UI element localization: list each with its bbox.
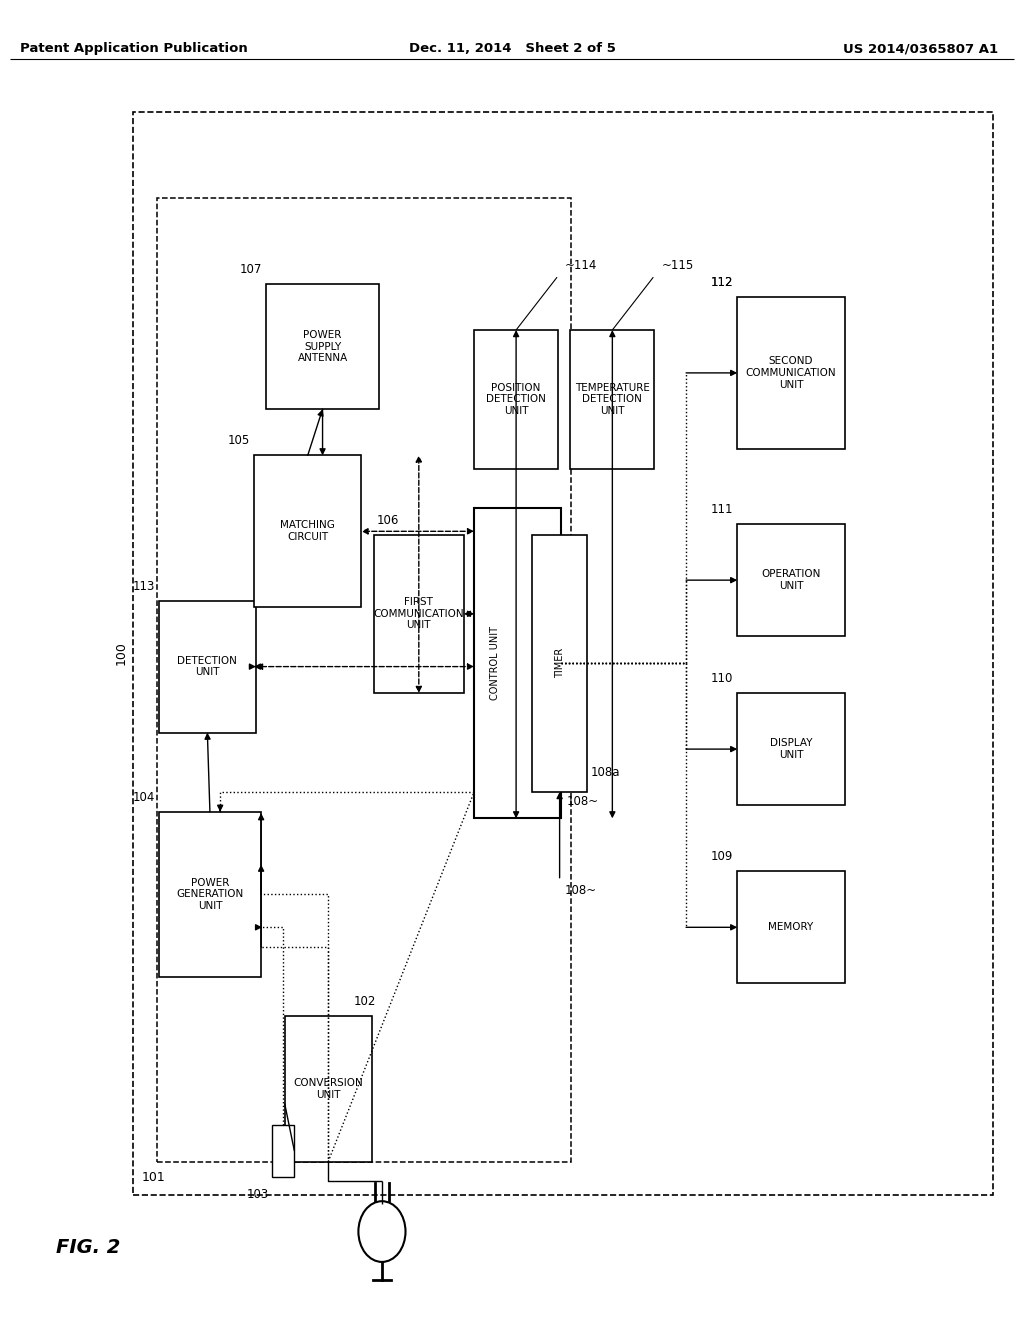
Text: MEMORY: MEMORY	[768, 923, 814, 932]
FancyBboxPatch shape	[474, 330, 558, 469]
FancyBboxPatch shape	[737, 524, 845, 636]
FancyBboxPatch shape	[266, 284, 379, 409]
Text: TEMPERATURE
DETECTION
UNIT: TEMPERATURE DETECTION UNIT	[574, 383, 650, 416]
FancyBboxPatch shape	[737, 693, 845, 805]
Text: 102: 102	[354, 995, 376, 1008]
FancyBboxPatch shape	[159, 601, 256, 733]
FancyBboxPatch shape	[272, 1125, 295, 1177]
Text: DETECTION
UNIT: DETECTION UNIT	[177, 656, 238, 677]
FancyBboxPatch shape	[285, 1016, 372, 1162]
Text: 112: 112	[711, 276, 733, 289]
Text: MATCHING
CIRCUIT: MATCHING CIRCUIT	[281, 520, 335, 543]
Text: ~114: ~114	[565, 259, 598, 272]
Text: 104: 104	[132, 791, 155, 804]
Text: 109: 109	[711, 850, 733, 863]
Text: 113: 113	[132, 579, 155, 593]
Text: DISPLAY
UNIT: DISPLAY UNIT	[770, 738, 812, 760]
FancyBboxPatch shape	[157, 198, 571, 1162]
Text: TIMER: TIMER	[555, 648, 564, 678]
Text: OPERATION
UNIT: OPERATION UNIT	[762, 569, 820, 591]
FancyBboxPatch shape	[254, 455, 361, 607]
FancyBboxPatch shape	[159, 812, 261, 977]
Text: US 2014/0365807 A1: US 2014/0365807 A1	[844, 42, 998, 55]
Text: POWER
GENERATION
UNIT: POWER GENERATION UNIT	[176, 878, 244, 911]
Text: ~115: ~115	[662, 259, 693, 272]
FancyBboxPatch shape	[133, 112, 993, 1195]
Text: 101: 101	[141, 1171, 165, 1184]
Text: 111: 111	[711, 503, 733, 516]
Text: 108a: 108a	[591, 766, 621, 779]
Text: 106: 106	[377, 513, 399, 527]
Text: POSITION
DETECTION
UNIT: POSITION DETECTION UNIT	[486, 383, 546, 416]
Text: 100: 100	[115, 642, 127, 665]
Text: 108~: 108~	[566, 795, 598, 808]
Text: Dec. 11, 2014   Sheet 2 of 5: Dec. 11, 2014 Sheet 2 of 5	[409, 42, 615, 55]
FancyBboxPatch shape	[737, 871, 845, 983]
Text: 107: 107	[240, 263, 262, 276]
Text: 108~: 108~	[565, 884, 597, 898]
FancyBboxPatch shape	[570, 330, 654, 469]
Text: 103: 103	[247, 1188, 268, 1201]
Text: 112: 112	[711, 276, 733, 289]
Text: Patent Application Publication: Patent Application Publication	[20, 42, 248, 55]
Text: SECOND
COMMUNICATION
UNIT: SECOND COMMUNICATION UNIT	[745, 356, 837, 389]
FancyBboxPatch shape	[737, 297, 845, 449]
Text: FIG. 2: FIG. 2	[56, 1238, 121, 1257]
Text: CONTROL UNIT: CONTROL UNIT	[489, 626, 500, 701]
FancyBboxPatch shape	[532, 535, 587, 792]
FancyBboxPatch shape	[374, 535, 464, 693]
Text: 110: 110	[711, 672, 733, 685]
FancyBboxPatch shape	[474, 508, 561, 818]
Text: FIRST
COMMUNICATION
UNIT: FIRST COMMUNICATION UNIT	[374, 597, 464, 631]
Text: 105: 105	[227, 434, 250, 447]
Text: CONVERSION
UNIT: CONVERSION UNIT	[293, 1078, 364, 1100]
Text: POWER
SUPPLY
ANTENNA: POWER SUPPLY ANTENNA	[297, 330, 348, 363]
